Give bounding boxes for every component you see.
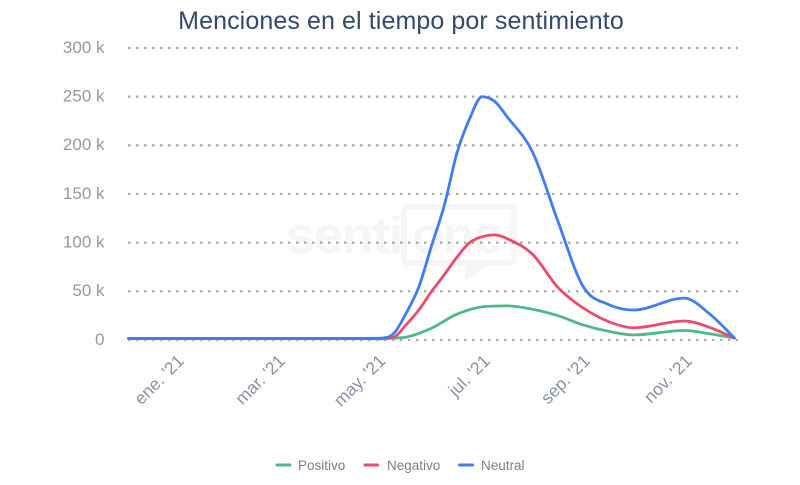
svg-text:Neutral: Neutral <box>481 458 525 473</box>
svg-text:300 k: 300 k <box>63 38 105 57</box>
svg-text:0: 0 <box>95 330 104 349</box>
svg-text:100 k: 100 k <box>63 233 105 252</box>
svg-text:250 k: 250 k <box>63 87 105 106</box>
svg-text:Menciones en el tiempo por sen: Menciones en el tiempo por sentimiento <box>178 7 624 35</box>
svg-text:senti: senti <box>286 207 402 265</box>
svg-text:150 k: 150 k <box>63 184 105 203</box>
svg-text:50 k: 50 k <box>72 281 105 300</box>
svg-text:Positivo: Positivo <box>298 458 345 473</box>
svg-text:Negativo: Negativo <box>387 458 440 473</box>
svg-text:200 k: 200 k <box>63 135 105 154</box>
